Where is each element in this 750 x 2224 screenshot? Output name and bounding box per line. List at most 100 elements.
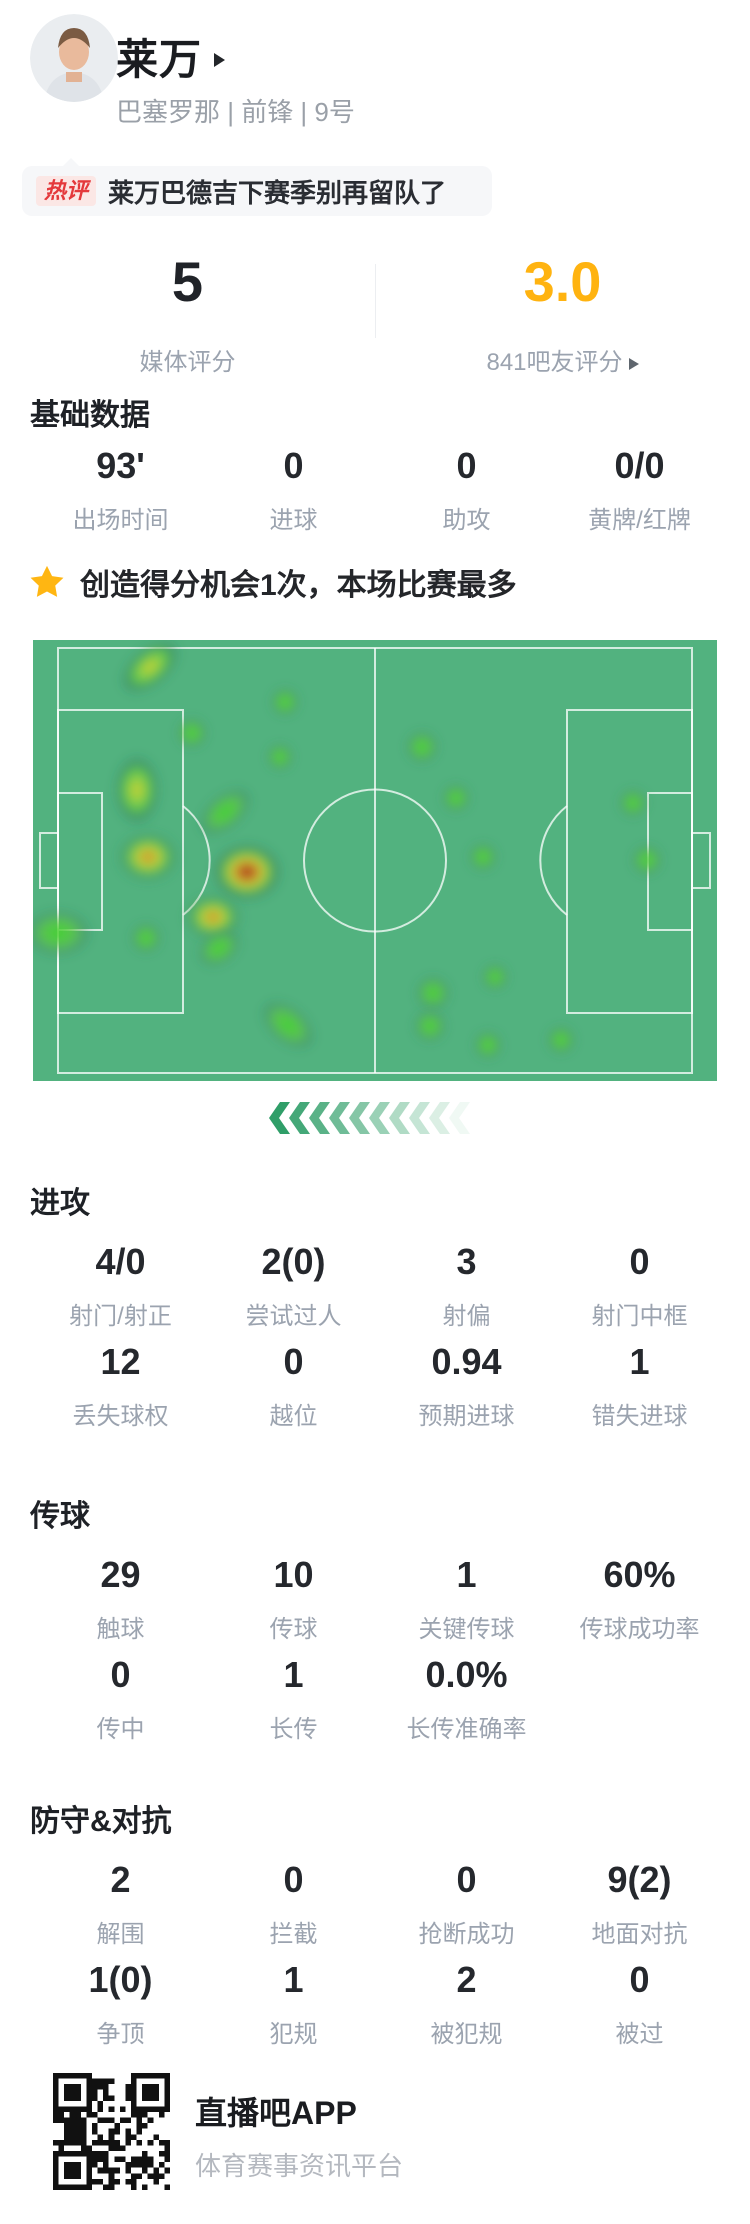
stat-value: 93' xyxy=(96,445,145,486)
qr-module xyxy=(80,2117,87,2124)
stat-cell: 0 射门中框 xyxy=(553,1244,726,1331)
qr-module xyxy=(114,2139,120,2146)
media-rating: 5 媒体评分 xyxy=(0,254,375,377)
qr-module xyxy=(119,2145,126,2151)
qr-module xyxy=(64,2123,70,2129)
qr-module xyxy=(97,2151,104,2157)
stat-value: 1 xyxy=(283,1959,304,2000)
heat-blob xyxy=(441,783,471,813)
qr-module xyxy=(119,2156,126,2163)
stat-label: 出场时间 xyxy=(72,507,169,534)
media-rating-label: 媒体评分 xyxy=(139,349,236,376)
hot-comment-badge: 热评 xyxy=(36,175,97,207)
stat-value: 0.94 xyxy=(431,1341,502,1382)
heat-blob xyxy=(270,687,300,717)
stat-cell: 1 长传 xyxy=(207,1657,380,1744)
qr-module xyxy=(125,2128,131,2135)
stat-value: 29 xyxy=(100,1554,141,1595)
stat-value: 10 xyxy=(273,1554,314,1595)
qr-module xyxy=(108,2139,115,2146)
qr-module xyxy=(92,2128,98,2135)
stat-cell: 0 进球 xyxy=(207,448,380,535)
qr-module xyxy=(58,2117,65,2124)
qr-module xyxy=(114,2145,120,2151)
qr-module xyxy=(103,2184,109,2190)
qr-module xyxy=(64,2084,81,2101)
qr-module xyxy=(75,2117,81,2124)
stat-value: 2 xyxy=(110,1859,131,1900)
hot-comment-bubble[interactable]: 热评 莱万巴德吉下赛季别再留队了 xyxy=(22,158,492,216)
stat-value: 0/0 xyxy=(614,445,665,486)
stat-cell: 0 传中 xyxy=(34,1657,207,1744)
heat-blob xyxy=(546,1025,576,1055)
chevron-left-icon xyxy=(409,1102,430,1134)
qr-module xyxy=(58,2112,65,2118)
section-title-attack: 进攻 xyxy=(30,1187,90,1220)
player-name-dropdown[interactable]: 莱万 xyxy=(116,26,226,87)
qr-module xyxy=(80,2145,87,2151)
app-name: 直播吧APP xyxy=(195,2095,357,2131)
qr-module xyxy=(97,2156,104,2163)
section-title-passing: 传球 xyxy=(30,1500,90,1533)
qr-module xyxy=(119,2106,126,2112)
stat-cell: 60% 传球成功率 xyxy=(553,1557,726,1644)
stat-cell: 10 传球 xyxy=(207,1557,380,1644)
qr-module xyxy=(108,2117,115,2124)
qr-module xyxy=(147,2139,154,2146)
chevron-left-icon xyxy=(449,1102,470,1134)
qr-module xyxy=(53,2117,59,2124)
qr-module xyxy=(131,2184,137,2190)
heat-blob xyxy=(116,831,180,883)
heatmap-svg xyxy=(33,640,711,1074)
qr-module xyxy=(97,2084,104,2090)
qr-module xyxy=(136,2162,143,2168)
heat-blob xyxy=(197,928,241,968)
stat-cell: 0/0 黄牌/红牌 xyxy=(553,448,726,535)
qr-module xyxy=(136,2117,143,2124)
stat-label: 预期进球 xyxy=(418,1403,515,1430)
stat-cell: 2(0) 尝试过人 xyxy=(207,1244,380,1331)
qr-module xyxy=(108,2106,115,2112)
qr-module xyxy=(147,2162,154,2168)
qr-module xyxy=(103,2139,109,2146)
qr-module xyxy=(97,2078,104,2085)
qr-module xyxy=(142,2123,148,2129)
section-title-defense: 防守&对抗 xyxy=(30,1805,172,1838)
qr-module xyxy=(97,2117,104,2124)
stat-cell: 0 拦截 xyxy=(207,1862,380,1949)
qr-module xyxy=(103,2156,109,2163)
player-name: 莱万 xyxy=(116,36,203,83)
heat-blob xyxy=(130,922,162,954)
stat-label: 助攻 xyxy=(442,507,491,534)
heat-blob xyxy=(415,975,451,1011)
stat-label: 进球 xyxy=(269,507,318,534)
stat-label: 关键传球 xyxy=(418,1616,515,1643)
heat-blob xyxy=(413,1009,447,1043)
stat-cell: 0 助攻 xyxy=(380,448,553,535)
attack-stats-row2: 12 丢失球权 0 越位 0.94 预期进球 1 错失进球 xyxy=(34,1344,726,1431)
qr-module xyxy=(108,2167,115,2174)
qr-module xyxy=(136,2139,143,2146)
stat-cell: 93' 出场时间 xyxy=(34,448,207,535)
qr-module xyxy=(64,2117,70,2124)
fan-rating[interactable]: 3.0 841吧友评分 xyxy=(375,254,750,377)
stat-cell: 1 错失进球 xyxy=(553,1344,726,1431)
attack-stats-row1: 4/0 射门/射正 2(0) 尝试过人 3 射偏 0 射门中框 xyxy=(34,1244,726,1331)
stat-label: 射偏 xyxy=(442,1303,491,1330)
caret-right-icon xyxy=(628,358,639,370)
stat-label: 射门/射正 xyxy=(69,1303,172,1330)
heat-blob xyxy=(33,909,92,957)
qr-module xyxy=(147,2117,154,2124)
stat-label: 传中 xyxy=(96,1716,145,1743)
qr-module xyxy=(108,2095,115,2101)
qr-module xyxy=(92,2156,98,2163)
stat-cell: 9(2) 地面对抗 xyxy=(553,1862,726,1949)
qr-module xyxy=(119,2117,126,2124)
qr-module xyxy=(97,2106,104,2112)
qr-module xyxy=(108,2173,115,2179)
qr-module xyxy=(164,2184,170,2190)
stat-cell: 0 被过 xyxy=(553,1962,726,2049)
stat-label: 传球 xyxy=(269,1616,318,1643)
stat-value: 2(0) xyxy=(261,1241,326,1282)
